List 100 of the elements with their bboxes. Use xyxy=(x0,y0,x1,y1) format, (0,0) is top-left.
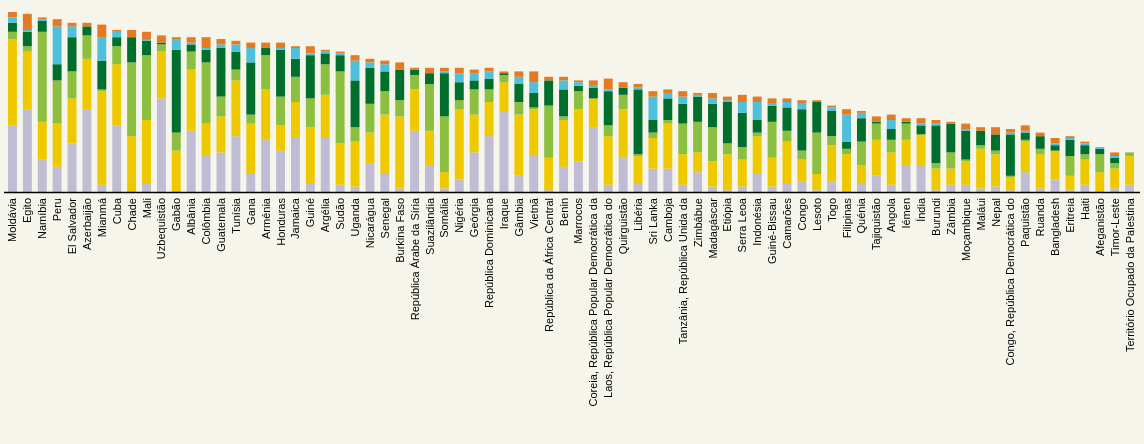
x-tick-label: Suazilândia xyxy=(423,197,436,255)
bar xyxy=(231,136,241,192)
bar xyxy=(127,62,137,137)
bar xyxy=(97,91,107,185)
bar xyxy=(737,159,747,187)
bar xyxy=(67,71,77,99)
bar xyxy=(752,120,762,133)
bar xyxy=(886,139,896,153)
x-tick-label: Madagáscar xyxy=(706,197,719,259)
bar xyxy=(812,132,822,174)
bar xyxy=(395,62,405,70)
bar xyxy=(752,102,762,120)
bar xyxy=(916,125,926,135)
x-tick-label: Chade xyxy=(125,198,138,231)
bar xyxy=(276,150,286,192)
bar xyxy=(856,183,866,192)
bar xyxy=(693,96,703,122)
bar xyxy=(52,166,62,192)
bar xyxy=(722,143,732,155)
bar xyxy=(782,107,792,131)
x-tick-label: Paquistão xyxy=(1019,198,1032,247)
bar xyxy=(752,96,762,102)
bar xyxy=(767,121,777,158)
bar xyxy=(52,80,62,124)
x-tick-label: Nicarágua xyxy=(363,197,376,249)
bar xyxy=(142,120,151,183)
bar xyxy=(246,62,256,115)
bar xyxy=(976,127,986,131)
bar xyxy=(350,141,360,187)
x-tick-label: Zâmbia xyxy=(944,197,957,235)
bar xyxy=(246,48,256,63)
bar xyxy=(380,114,390,174)
bar xyxy=(186,51,196,70)
bar xyxy=(842,141,852,149)
bar xyxy=(648,132,658,138)
x-tick-label: Sri Lanka xyxy=(646,197,659,245)
bar xyxy=(737,94,747,102)
x-tick-label: Tanzânia, República Unida da xyxy=(676,197,689,345)
bar xyxy=(1125,152,1135,156)
bar xyxy=(7,39,17,126)
x-tick-label: Nigéria xyxy=(453,197,466,233)
bar xyxy=(737,112,747,147)
x-tick-label: Benin xyxy=(557,198,570,227)
bar xyxy=(156,35,166,43)
x-tick-label: República Árabe da Síria xyxy=(408,197,421,321)
bar xyxy=(842,148,852,155)
bar xyxy=(946,168,956,185)
x-tick-label: Moçambique xyxy=(959,198,972,261)
x-tick-label: Gana xyxy=(244,197,257,225)
bar xyxy=(1095,172,1105,192)
bar xyxy=(663,120,673,124)
bar xyxy=(395,188,405,192)
x-tick-label: Congo xyxy=(795,198,808,231)
bar xyxy=(499,82,509,111)
bar xyxy=(559,80,569,90)
bar xyxy=(812,174,822,191)
bar xyxy=(52,26,62,65)
bar xyxy=(7,17,17,23)
bar xyxy=(395,69,405,101)
x-tick-label: Camarões xyxy=(780,197,793,249)
x-tick-label: Vietnã xyxy=(527,197,540,229)
bar xyxy=(514,76,524,84)
bar xyxy=(320,94,330,138)
bar xyxy=(112,37,122,47)
bar xyxy=(484,78,494,90)
bar xyxy=(142,31,151,39)
x-tick-label: Eritreia xyxy=(1063,197,1076,233)
bar xyxy=(1125,184,1135,192)
x-tick-label: Lesoto xyxy=(810,198,823,232)
bar xyxy=(290,102,300,138)
bar xyxy=(1020,172,1030,192)
x-tick-label: Camboja xyxy=(661,197,674,243)
bar xyxy=(1110,152,1120,156)
bar xyxy=(886,129,896,140)
bar xyxy=(112,46,122,65)
x-tick-label: Etiópia xyxy=(721,197,734,232)
bar xyxy=(276,49,286,97)
bar xyxy=(425,67,434,74)
bar xyxy=(335,143,345,185)
bar xyxy=(365,163,375,192)
x-tick-label: Namíbia xyxy=(36,197,49,239)
bar xyxy=(335,184,345,192)
bar xyxy=(991,127,1000,135)
bar xyxy=(261,48,271,56)
bar xyxy=(856,118,866,142)
bar xyxy=(946,152,956,169)
bar xyxy=(633,183,643,192)
bar xyxy=(573,161,583,192)
bar xyxy=(991,134,1000,151)
bar xyxy=(305,46,315,54)
bar xyxy=(916,134,926,165)
bar xyxy=(171,39,181,50)
bar xyxy=(454,179,464,192)
x-tick-label: Gabão xyxy=(170,198,183,232)
bar xyxy=(678,91,688,97)
bar xyxy=(97,184,107,192)
x-tick-label: Guiné-Bissau xyxy=(766,198,779,265)
bar xyxy=(37,31,47,122)
bar xyxy=(1005,177,1015,191)
bar xyxy=(1050,179,1060,192)
